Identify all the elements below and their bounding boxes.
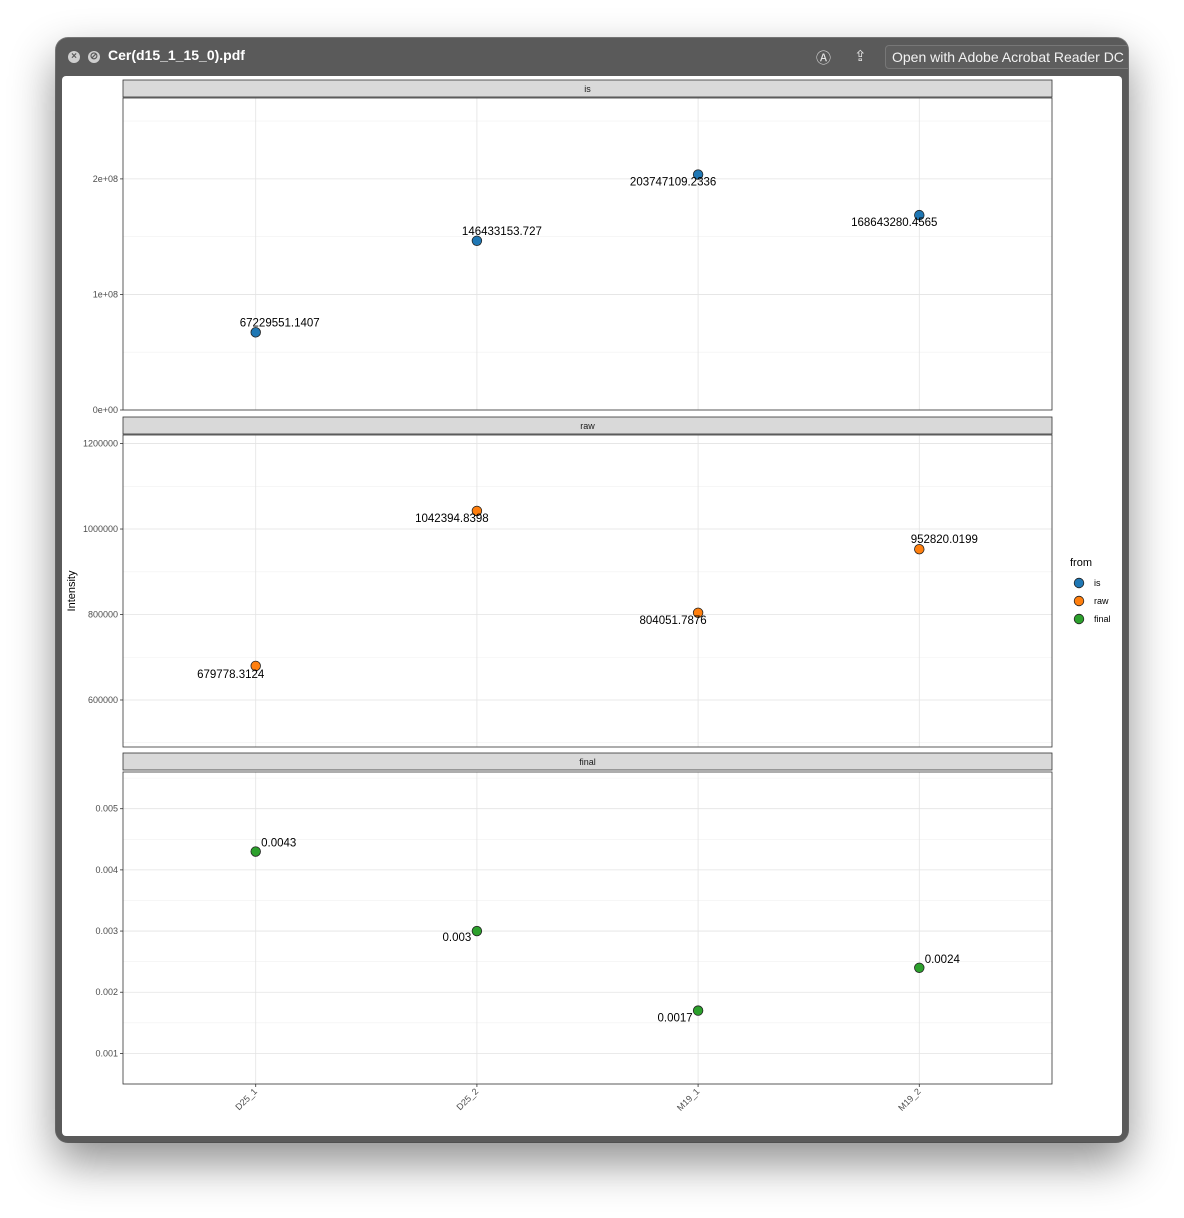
data-label: 952820.0199	[911, 534, 978, 546]
data-label: 203747109.2336	[630, 177, 716, 189]
legend-key-is	[1073, 577, 1085, 589]
data-label: 0.0017	[658, 1013, 693, 1025]
data-point-raw	[250, 660, 261, 672]
panel-background	[123, 98, 1052, 410]
y-tick-label: 2e+08	[93, 174, 118, 184]
data-label: 1042394.8398	[415, 513, 489, 525]
legend-title: from	[1070, 557, 1092, 569]
pdf-page: is 0e+00 1e+08 2e+08 67229551.1407 146433153.…	[62, 76, 1122, 1136]
data-point-is	[692, 169, 704, 180]
data-label: 804051.7876	[640, 615, 707, 627]
x-tick-label: D25_1	[233, 1086, 259, 1112]
data-label: 679778.3124	[197, 669, 265, 681]
data-point-is	[914, 209, 925, 221]
panel-background	[123, 435, 1052, 747]
x-tick-label: D25_2	[454, 1086, 480, 1112]
data-point-raw	[471, 505, 483, 517]
panel-border	[122, 771, 1053, 1085]
y-tick-label: 0.003	[95, 926, 118, 936]
data-label: 0.0043	[261, 838, 296, 850]
data-point-final	[250, 846, 261, 857]
y-tick-label: 1e+08	[93, 289, 118, 299]
legend-key-raw	[1073, 595, 1085, 607]
close-icon[interactable]: ×	[68, 51, 80, 63]
data-point-final	[471, 925, 483, 937]
facet-strip-final	[122, 752, 1053, 771]
panel-border	[122, 97, 1053, 411]
x-tick-label: M19_2	[896, 1086, 923, 1113]
data-point-raw	[914, 543, 925, 555]
y-tick-label: 1000000	[83, 524, 118, 534]
fullscreen-icon[interactable]: ⊘	[88, 51, 100, 63]
data-label: 0.0024	[925, 954, 961, 966]
data-label: 146433153.727	[462, 226, 542, 238]
pdf-viewer-window: × ⊘ Cer(d15_1_15_0).pdf Ⓐ ⇪ Open with Ad…	[56, 38, 1128, 1142]
share-icon[interactable]: ⇪	[854, 48, 867, 65]
y-tick-label: 0e+00	[93, 405, 118, 415]
faceted-scatter-chart: is 0e+00 1e+08 2e+08 67229551.1407 146433153.…	[66, 79, 1111, 1113]
data-point-final	[692, 1005, 704, 1016]
data-label: 0.003	[443, 932, 472, 944]
y-tick-label: 0.005	[95, 804, 118, 814]
facet-strip-label: raw	[580, 421, 595, 431]
legend-label: is	[1094, 578, 1101, 588]
legend-key-final	[1073, 613, 1085, 625]
title-bar: × ⊘ Cer(d15_1_15_0).pdf Ⓐ ⇪ Open with Ad…	[56, 38, 1128, 76]
y-tick-label: 0.002	[95, 987, 118, 997]
data-point-is	[471, 235, 483, 246]
window-title: Cer(d15_1_15_0).pdf	[108, 47, 245, 63]
data-point-final	[914, 962, 925, 973]
x-tick-label: M19_1	[675, 1086, 702, 1113]
panel-border	[122, 434, 1053, 748]
y-tick-label: 600000	[88, 695, 118, 705]
data-label: 67229551.1407	[240, 317, 320, 329]
facet-strip-is	[122, 79, 1053, 98]
markup-icon[interactable]: Ⓐ	[816, 50, 832, 67]
y-tick-label: 1200000	[83, 439, 118, 449]
legend-label: final	[1094, 614, 1111, 624]
facet-strip-label: is	[584, 84, 591, 94]
data-point-is	[250, 327, 261, 338]
panel-background	[123, 772, 1052, 1084]
data-label: 168643280.4565	[851, 217, 937, 229]
y-axis-title: Intensity	[66, 570, 78, 611]
open-with-button[interactable]: Open with Adobe Acrobat Reader DC	[885, 45, 1128, 69]
y-tick-label: 0.004	[95, 865, 118, 875]
facet-strip-raw	[122, 416, 1053, 435]
y-tick-label: 800000	[88, 610, 118, 620]
y-tick-label: 0.001	[95, 1048, 118, 1058]
legend-label: raw	[1094, 596, 1109, 606]
facet-strip-label: final	[579, 757, 596, 767]
data-point-raw	[692, 607, 704, 618]
